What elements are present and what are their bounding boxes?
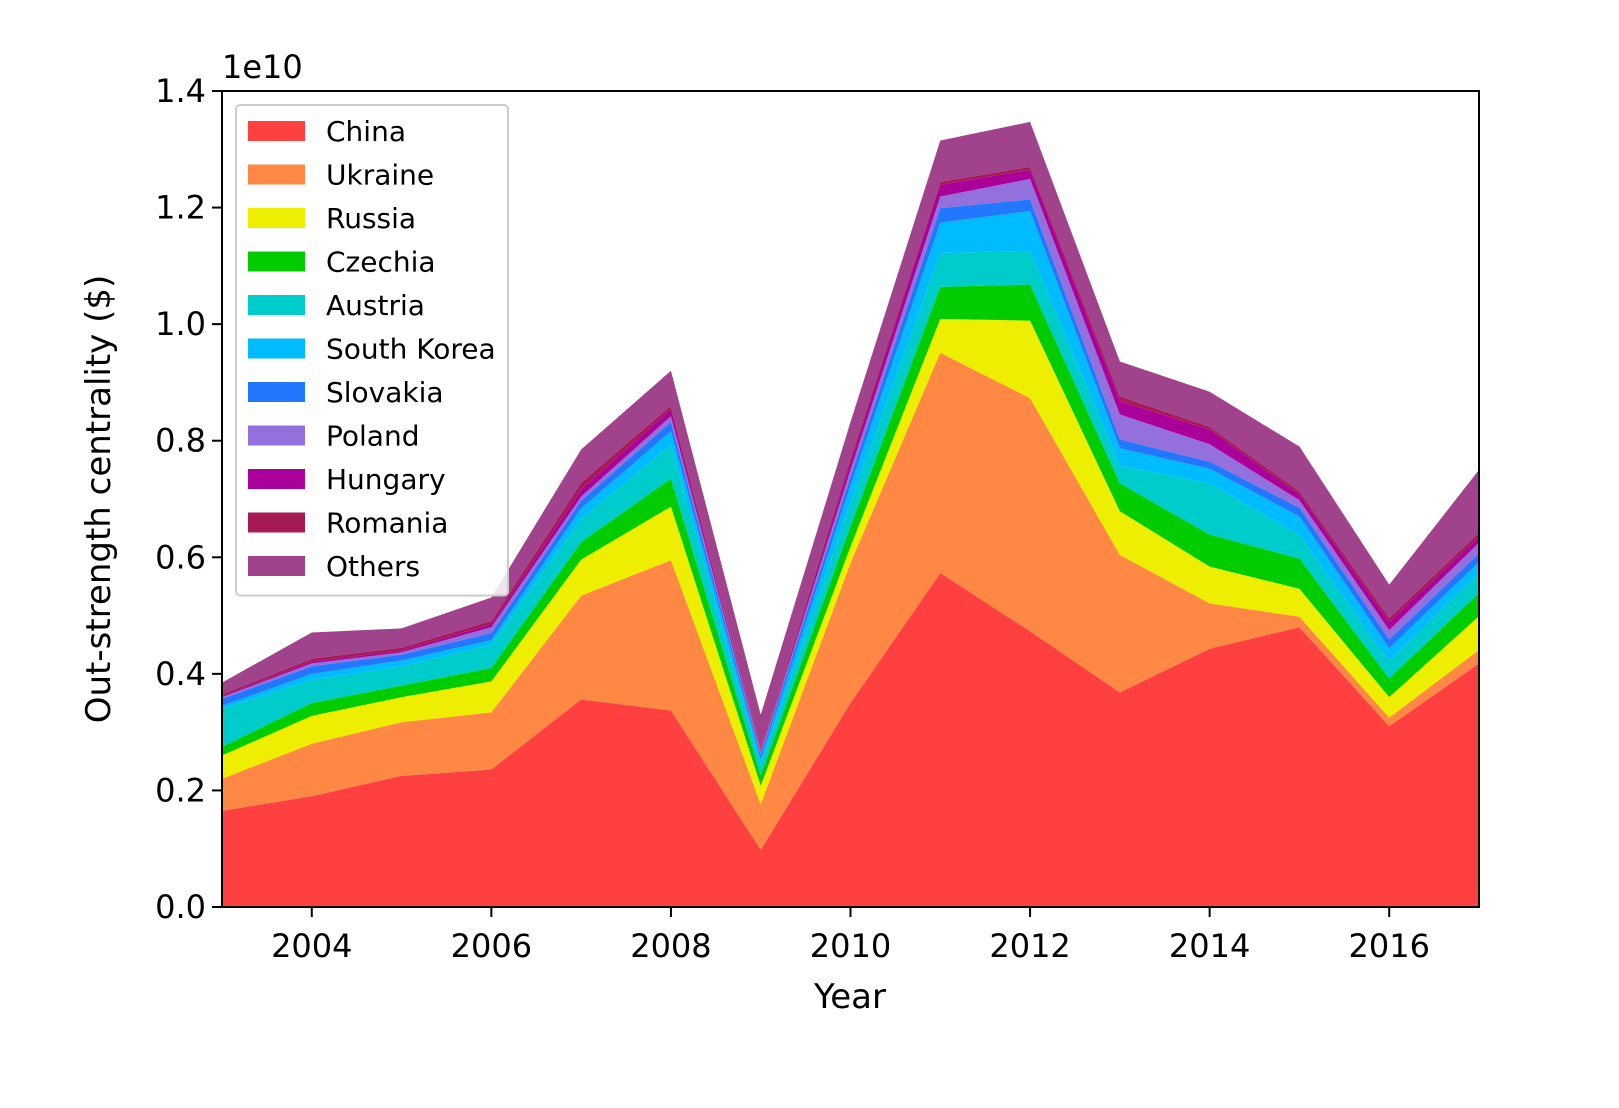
legend: China Ukraine Russia Czechia Austria South Ko… [235, 104, 509, 597]
area-romania [222, 166, 1479, 752]
area-series-group [222, 121, 1479, 907]
y-tick-label: 1.4 [155, 72, 206, 110]
legend-label-china: China [326, 115, 406, 148]
x-tick-label: 2016 [1348, 927, 1429, 965]
area-south-korea [222, 211, 1479, 765]
legend-swatch-poland [248, 425, 305, 446]
x-tick-label: 2012 [989, 927, 1070, 965]
y-tick-label: 1.0 [155, 305, 206, 343]
legend-swatch-romania [248, 512, 305, 533]
legend-label-hungary: Hungary [326, 463, 446, 496]
area-others [222, 121, 1479, 751]
legend-swatch-others [248, 556, 305, 576]
x-axis: 2004 2006 2008 2010 2012 2014 2016 [271, 907, 1430, 965]
legend-swatch-china [248, 121, 305, 141]
x-tick-label: 2010 [810, 927, 891, 965]
area-czechia [222, 284, 1479, 786]
legend-swatch-hungary [248, 469, 305, 489]
legend-label-ukraine: Ukraine [326, 159, 434, 192]
legend-label-austria: Austria [326, 289, 425, 322]
legend-swatch-slovakia [248, 382, 305, 402]
y-tick-label: 0.0 [155, 888, 206, 926]
x-tick-label: 2014 [1169, 927, 1250, 965]
x-tick-label: 2004 [271, 927, 352, 965]
legend-label-south-korea: South Korea [326, 333, 496, 366]
legend-swatch-ukraine [248, 164, 305, 185]
area-poland [222, 179, 1479, 755]
y-tick-label: 0.8 [155, 422, 206, 460]
y-tick-label: 0.6 [155, 538, 206, 576]
area-austria [222, 250, 1479, 776]
y-tick-label: 1.2 [155, 189, 206, 227]
legend-label-romania: Romania [326, 507, 448, 540]
legend-label-russia: Russia [326, 202, 416, 235]
y-offset-label: 1e10 [222, 48, 303, 86]
x-tick-label: 2006 [451, 927, 532, 965]
legend-swatch-austria [248, 295, 305, 315]
area-ukraine [222, 352, 1479, 850]
legend-swatch-south-korea [248, 338, 305, 359]
area-slovakia [222, 199, 1479, 760]
y-tick-label: 0.4 [155, 655, 206, 693]
area-china [222, 573, 1479, 907]
legend-label-others: Others [326, 550, 420, 583]
legend-label-poland: Poland [326, 420, 419, 453]
y-tick-label: 0.2 [155, 771, 206, 809]
legend-label-czechia: Czechia [326, 246, 436, 279]
legend-swatch-czechia [248, 251, 305, 272]
y-axis: 0.0 0.2 0.4 0.6 0.8 1.0 1.2 1.4 [155, 72, 222, 926]
y-axis-label: Out-strength centrality ($) [79, 275, 119, 724]
x-tick-label: 2008 [630, 927, 711, 965]
area-russia [222, 318, 1479, 805]
legend-label-slovakia: Slovakia [326, 376, 444, 409]
x-axis-label: Year [813, 977, 886, 1017]
legend-swatch-russia [248, 208, 305, 228]
